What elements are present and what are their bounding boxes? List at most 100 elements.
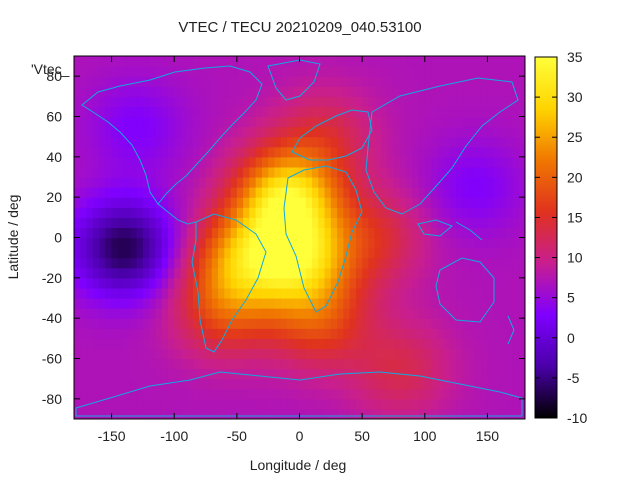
heatmap-cell	[268, 86, 276, 97]
heatmap-cell	[155, 126, 163, 138]
heatmap-cell	[199, 197, 207, 208]
heatmap-cell	[493, 318, 501, 329]
heatmap-cell	[218, 227, 225, 239]
heatmap-cell	[349, 318, 357, 329]
heatmap-cell	[512, 257, 520, 269]
heatmap-cell	[380, 328, 388, 339]
heatmap-cell	[499, 106, 507, 118]
heatmap-cell	[80, 96, 88, 108]
heatmap-cell	[224, 338, 232, 350]
heatmap-cell	[224, 227, 232, 239]
heatmap-cell	[199, 146, 207, 158]
heatmap-cell	[280, 106, 288, 118]
heatmap-cell	[224, 207, 232, 218]
heatmap-cell	[161, 237, 169, 249]
heatmap-cell	[493, 378, 501, 390]
heatmap-cell	[512, 177, 520, 188]
heatmap-cell	[299, 166, 307, 178]
heatmap-cell	[199, 86, 207, 97]
heatmap-cell	[293, 146, 301, 158]
heatmap-cell	[305, 247, 313, 259]
heatmap-cell	[268, 298, 276, 309]
heatmap-cell	[437, 257, 445, 269]
heatmap-cell	[193, 66, 200, 77]
heatmap-cell	[117, 56, 125, 67]
heatmap-cell	[305, 217, 313, 229]
heatmap-cell	[499, 318, 507, 329]
heatmap-cell	[368, 368, 376, 380]
heatmap-cell	[312, 86, 319, 97]
heatmap-cell	[274, 388, 282, 400]
heatmap-cell	[518, 247, 525, 259]
heatmap-cell	[186, 358, 194, 370]
heatmap-cell	[412, 56, 420, 67]
heatmap-cell	[324, 136, 332, 148]
heatmap-cell	[431, 358, 438, 370]
heatmap-cell	[412, 66, 420, 77]
heatmap-cell	[243, 136, 250, 148]
heatmap-cell	[86, 318, 94, 329]
heatmap-cell	[180, 177, 188, 188]
heatmap-cell	[167, 116, 175, 128]
heatmap-cell	[74, 308, 81, 319]
heatmap-cell	[230, 116, 238, 128]
heatmap-cell	[443, 96, 451, 108]
heatmap-cell	[468, 358, 476, 370]
heatmap-cell	[130, 106, 138, 118]
heatmap-cell	[418, 358, 426, 370]
heatmap-cell	[230, 187, 238, 198]
heatmap-cell	[293, 318, 301, 329]
heatmap-cell	[343, 227, 351, 239]
coastline-overlay	[75, 59, 523, 417]
heatmap-cell	[312, 398, 319, 410]
heatmap-cell	[230, 287, 238, 299]
heatmap-cell	[424, 328, 432, 339]
heatmap-cell	[174, 227, 182, 239]
heatmap-cell	[343, 308, 351, 319]
heatmap-cell	[355, 106, 363, 118]
heatmap-cell	[186, 287, 194, 299]
heatmap-cell	[462, 116, 470, 128]
heatmap-cell	[418, 277, 426, 289]
heatmap-cell	[286, 257, 294, 269]
heatmap-cell	[499, 277, 507, 289]
heatmap-cell	[218, 277, 225, 289]
heatmap-cell	[186, 247, 194, 259]
heatmap-cell	[111, 378, 119, 390]
heatmap-cell	[405, 106, 413, 118]
heatmap-cell	[280, 66, 288, 77]
heatmap-cell	[424, 86, 432, 97]
heatmap-cell	[380, 247, 388, 259]
heatmap-cell	[368, 358, 376, 370]
heatmap-cell	[268, 247, 276, 259]
heatmap-cell	[205, 86, 213, 97]
heatmap-cell	[380, 378, 388, 390]
heatmap-cell	[142, 328, 150, 339]
heatmap-cell	[142, 217, 150, 229]
y-tick-label: 60	[46, 109, 62, 125]
heatmap-cell	[462, 217, 470, 229]
heatmap-cell	[274, 146, 282, 158]
heatmap-cell	[80, 86, 88, 97]
heatmap-cell	[111, 237, 119, 249]
heatmap-cell	[136, 56, 144, 67]
heatmap-cell	[387, 287, 395, 299]
heatmap-cell	[355, 227, 363, 239]
heatmap-cell	[174, 318, 182, 329]
heatmap-cell	[374, 217, 382, 229]
heatmap-cell	[224, 56, 232, 67]
heatmap-cell	[180, 66, 188, 77]
heatmap-cell	[405, 96, 413, 108]
heatmap-cell	[312, 368, 319, 380]
x-tick-label: 100	[413, 428, 437, 444]
heatmap-cell	[286, 166, 294, 178]
heatmap-cell	[424, 298, 432, 309]
heatmap-cell	[74, 207, 81, 218]
heatmap-cell	[74, 267, 81, 279]
heatmap-cell	[105, 56, 113, 67]
heatmap-cell	[286, 116, 294, 128]
heatmap-cell	[249, 146, 257, 158]
heatmap-cell	[299, 267, 307, 279]
heatmap-cell	[380, 348, 388, 360]
heatmap-cell	[74, 116, 81, 128]
